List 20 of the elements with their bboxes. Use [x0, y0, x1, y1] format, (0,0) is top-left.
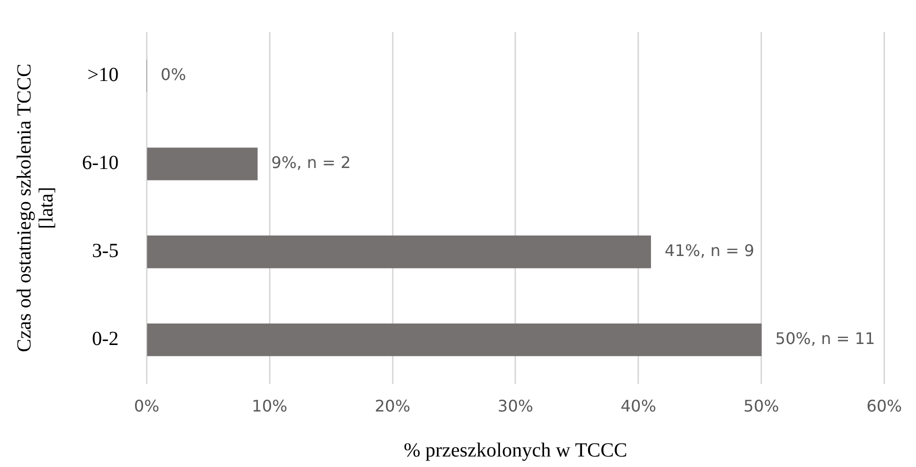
bar — [147, 148, 258, 180]
x-tick-label: 40% — [620, 396, 656, 416]
x-tick-label: 20% — [374, 396, 410, 416]
y-tick-label: >10 — [87, 64, 119, 86]
data-label: 41%, n = 9 — [664, 241, 754, 260]
y-tick-label: 3-5 — [92, 240, 119, 262]
data-label: 50%, n = 11 — [775, 328, 876, 348]
y-tick-label: 0-2 — [92, 328, 119, 350]
bar — [147, 323, 762, 356]
bar — [147, 236, 651, 268]
x-tick-label: 10% — [252, 396, 288, 416]
x-tick-label: 60% — [866, 396, 902, 416]
y-axis-title: Czas od ostatniego szkolenia TCCC [lata] — [13, 64, 58, 352]
x-tick-label: 30% — [498, 396, 534, 416]
data-label: 0% — [160, 65, 186, 84]
y-tick-label: 6-10 — [82, 152, 119, 174]
x-tick-label: 50% — [744, 396, 780, 416]
x-tick-label: 0% — [134, 396, 160, 416]
x-axis-title: % przeszkolonych w TCCC — [404, 439, 628, 462]
data-label: 9%, n = 2 — [271, 153, 351, 172]
